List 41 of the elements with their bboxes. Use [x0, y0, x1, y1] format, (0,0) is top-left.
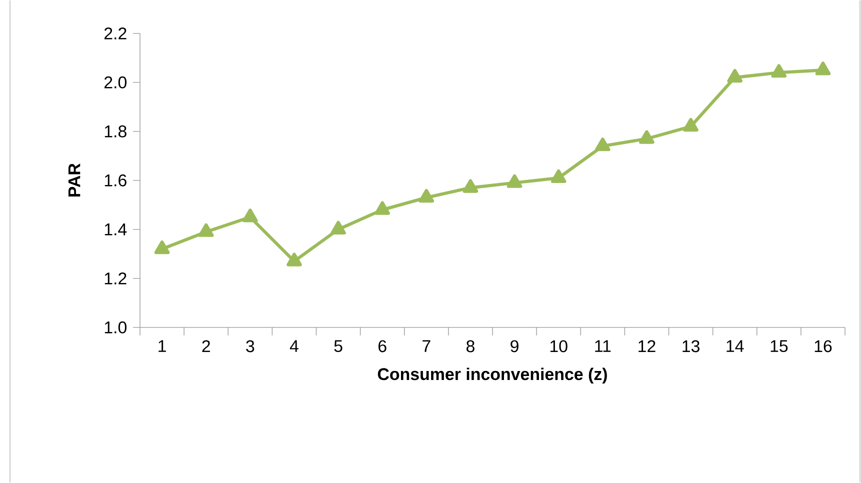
point — [727, 69, 742, 83]
x-tick-label: 2 — [202, 340, 210, 352]
point — [154, 240, 170, 254]
x-tick-label: 6 — [378, 340, 386, 352]
x-tick-label: 8 — [466, 340, 474, 352]
y-axis-title: PAR — [68, 164, 80, 197]
point — [639, 130, 654, 144]
point — [595, 138, 610, 152]
y-tick-label: 1.4 — [104, 224, 127, 236]
point — [330, 220, 346, 235]
x-tick-label: 1 — [158, 340, 166, 352]
x-tick-label: 5 — [334, 340, 342, 352]
point — [550, 169, 566, 184]
y-tick-label: 1.6 — [104, 174, 126, 186]
point — [286, 252, 302, 266]
y-tick-label: 1.2 — [104, 272, 126, 284]
point — [771, 64, 787, 78]
y-tick-label: 2.0 — [104, 76, 127, 88]
point — [815, 62, 831, 76]
x-tick-label: 7 — [422, 340, 430, 352]
point — [462, 179, 478, 193]
y-tick-label: 1.8 — [104, 126, 126, 138]
x-tick-label: 14 — [726, 340, 744, 352]
point — [506, 174, 522, 188]
x-tick-label: 13 — [682, 340, 700, 352]
x-tick-label: 9 — [510, 340, 518, 352]
y-tick-label: 1.0 — [104, 321, 127, 334]
point — [418, 189, 434, 203]
x-tick-label: 4 — [290, 340, 298, 352]
x-tick-label: 16 — [814, 340, 832, 352]
y-tick-label: 2.2 — [104, 28, 126, 40]
x-tick-label: 10 — [550, 340, 568, 352]
x-tick-label: 12 — [638, 340, 656, 352]
x-tick-label: 11 — [595, 340, 611, 352]
x-tick-label: 3 — [246, 340, 254, 352]
point — [198, 223, 214, 238]
x-tick-label: 15 — [770, 340, 788, 352]
x-axis-title: Consumer inconvenience (z) — [378, 368, 607, 384]
point — [374, 201, 390, 215]
point — [683, 118, 698, 132]
point — [242, 208, 258, 222]
